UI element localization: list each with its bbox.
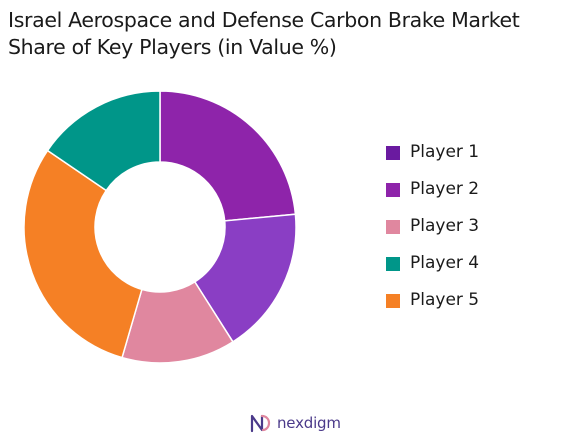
legend-swatch-player-2 bbox=[386, 183, 400, 197]
nexdigm-logo-icon bbox=[250, 414, 271, 433]
donut-slice-player-5 bbox=[23, 149, 143, 359]
chart-title: Israel Aerospace and Defense Carbon Brak… bbox=[8, 7, 583, 61]
legend-swatch-player-4 bbox=[386, 257, 400, 271]
donut-slice-player-4 bbox=[46, 90, 161, 192]
legend-label-player-3: Player 3 bbox=[410, 216, 480, 236]
brand-name: nexdigm bbox=[277, 414, 341, 432]
donut-slice-player-2 bbox=[159, 90, 297, 222]
chart-title-line-2: Share of Key Players (in Value %) bbox=[8, 35, 337, 59]
legend-label-player-2: Player 2 bbox=[410, 179, 480, 199]
brand-footer: nexdigm bbox=[249, 411, 341, 433]
chart-title-line-1: Israel Aerospace and Defense Carbon Brak… bbox=[8, 8, 520, 32]
legend-swatch-player-1 bbox=[386, 146, 400, 160]
legend-label-player-5: Player 5 bbox=[410, 290, 480, 310]
legend-swatch-player-3 bbox=[386, 220, 400, 234]
legend-label-player-1: Player 1 bbox=[410, 142, 480, 162]
legend-label-player-4: Player 4 bbox=[410, 253, 480, 273]
donut-slice-player-1 bbox=[193, 213, 297, 343]
legend-swatch-player-5 bbox=[386, 294, 400, 308]
